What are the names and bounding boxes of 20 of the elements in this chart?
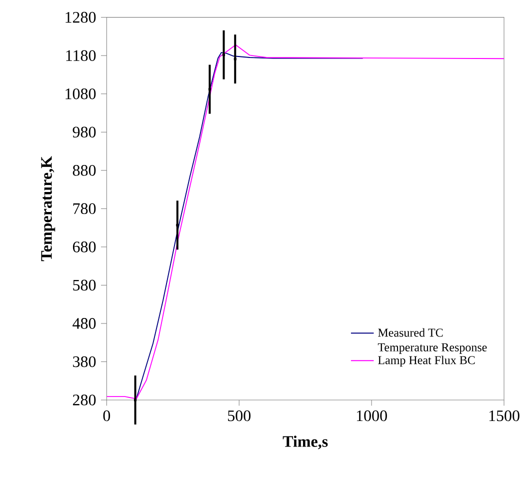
point	[222, 54, 226, 56]
y-tick-label: 980	[72, 126, 96, 138]
y-tick-label: 1180	[66, 50, 96, 61]
y-tick-label: 580	[73, 280, 96, 291]
x-tick-label: 1500	[489, 410, 520, 422]
y-tick-label: 680	[72, 242, 96, 252]
x-axis-title: Time,s	[282, 436, 328, 450]
y-tick-label: 480	[72, 318, 96, 329]
legend-label: Lamp Heat Flux BC	[378, 356, 475, 367]
x-tick-label: 1000	[356, 410, 387, 422]
y-tick-label: 1280	[66, 12, 96, 23]
x-tick-label: 500	[228, 410, 250, 422]
y-tick-label: 280	[72, 394, 96, 406]
y-tick-label: 1080	[66, 88, 96, 100]
y-tick-label: 780	[73, 203, 96, 214]
y-tick-label: 380	[73, 356, 96, 368]
y-axis-title: Temperature,K	[41, 156, 56, 262]
y-tick-label: 880	[72, 164, 96, 176]
legend-label: Measured TC Temperature Response	[378, 328, 487, 354]
x-tick-label: 0	[103, 410, 110, 422]
